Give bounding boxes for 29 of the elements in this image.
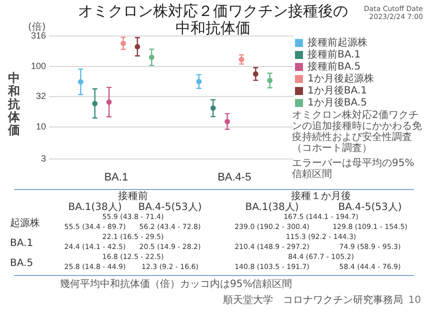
text: 接種前 <box>118 191 148 202</box>
text: BA.1(38人) <box>245 202 299 213</box>
legend-label: 接種前BA.1 <box>308 48 361 61</box>
y-tick-label: 100 <box>30 60 46 71</box>
y-tick-label: 3 <box>41 153 46 164</box>
x-tick-label: BA.4-5 <box>218 171 252 184</box>
text: 順天堂大学 コロナワクチン研究事務局 <box>223 295 403 306</box>
y-axis-title: 中和抗体価 <box>8 71 20 137</box>
text: BA.4-5(53人) <box>338 202 402 213</box>
legend-label: 接種前起源株 <box>308 36 368 49</box>
text: 起源株 <box>10 218 40 229</box>
text: BA.5 <box>10 258 34 269</box>
text: 幾何平均中和抗体価（倍）カッコ内は95%信頼区間 <box>60 279 292 290</box>
legend-label: 1か月後BA.5 <box>308 96 367 109</box>
text: 10 <box>408 295 421 306</box>
y-tick-label: 10 <box>36 122 46 132</box>
text: BA.1(38人) <box>68 202 122 213</box>
y-tick-label: 32 <box>36 90 46 101</box>
text: BA.1 <box>10 238 34 249</box>
legend-label: 1か月後起源株 <box>308 72 374 85</box>
legend-label: 接種前BA.5 <box>308 60 361 73</box>
legend-label: 1か月後BA.1 <box>308 84 367 97</box>
y-tick-label: 316 <box>30 30 46 40</box>
text: 接種１か月後 <box>291 191 351 202</box>
text: (倍) <box>28 22 46 33</box>
annotation: オミクロン株対応2価ワクチンの追加接種時にかかわる免疫持続性および安全性調査（コホート調査） <box>292 110 423 154</box>
chart-title: オミクロン株対応２価ワクチン接種後の中和抗体価 <box>77 2 349 36</box>
text: BA.4-5(53人) <box>138 202 202 213</box>
annotation: エラーバーは母平均の95%信頼区間 <box>292 158 416 180</box>
